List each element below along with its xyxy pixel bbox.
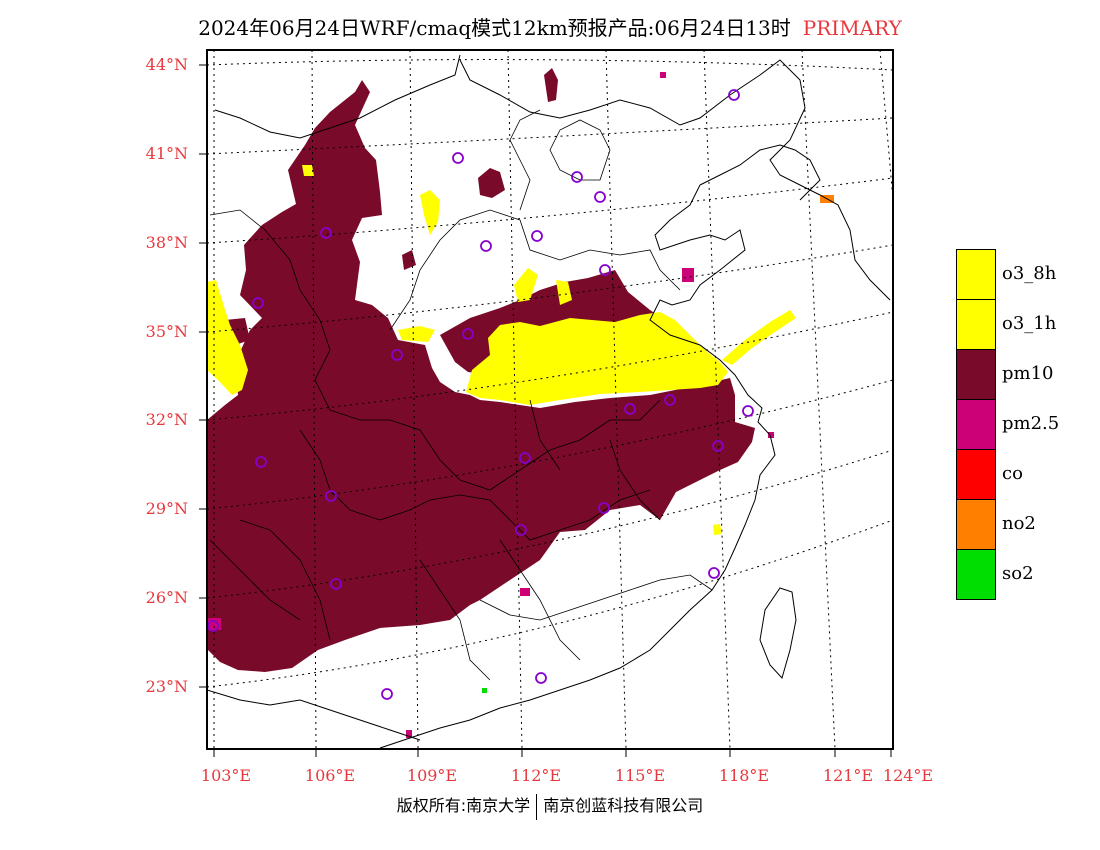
legend-swatch bbox=[956, 499, 996, 550]
station-marker bbox=[742, 405, 754, 417]
legend-label: pm10 bbox=[1002, 363, 1054, 384]
o3-coastal-streak bbox=[722, 310, 796, 365]
copyright-left: 版权所有:南京大学 bbox=[396, 796, 531, 815]
copyright: 版权所有:南京大学 南京创蓝科技有限公司 bbox=[340, 792, 760, 820]
station-marker bbox=[255, 456, 267, 468]
lon-label: 115°E bbox=[614, 766, 666, 785]
legend-label: pm2.5 bbox=[1002, 413, 1060, 434]
pm10-patch-west bbox=[225, 318, 250, 345]
station-marker bbox=[325, 490, 337, 502]
station-marker bbox=[320, 227, 332, 239]
legend-label: co bbox=[1002, 463, 1023, 484]
south-boundary bbox=[207, 689, 421, 741]
legend-swatch bbox=[956, 399, 996, 450]
lat-label: 26°N bbox=[145, 588, 188, 607]
copyright-separator bbox=[536, 793, 538, 820]
station-marker bbox=[381, 688, 393, 700]
lon-label: 124°E bbox=[882, 766, 934, 785]
station-marker bbox=[462, 328, 474, 340]
legend-swatch bbox=[956, 349, 996, 400]
map-title-text: 2024年06月24日WRF/cmaq模式12km预报产品:06月24日13时 bbox=[198, 16, 791, 40]
station-marker bbox=[330, 578, 342, 590]
legend-label: o3_8h bbox=[1002, 263, 1057, 284]
lat-label: 35°N bbox=[145, 322, 188, 341]
station-marker bbox=[252, 297, 264, 309]
station-marker bbox=[708, 567, 720, 579]
lat-label: 38°N bbox=[145, 233, 188, 252]
legend-swatch bbox=[956, 449, 996, 500]
map-frame bbox=[206, 49, 894, 750]
legend-swatch bbox=[956, 549, 996, 600]
lat-ticks bbox=[199, 64, 207, 688]
station-marker bbox=[571, 171, 583, 183]
pm10-patch-hebei bbox=[402, 250, 416, 270]
lon-label: 106°E bbox=[304, 766, 356, 785]
pm25-speck bbox=[660, 72, 666, 78]
lat-label: 32°N bbox=[145, 410, 188, 429]
province-lines bbox=[209, 109, 713, 681]
legend-swatch bbox=[956, 299, 996, 350]
ne-coast bbox=[379, 144, 821, 749]
o3-west-patch bbox=[207, 280, 248, 395]
o3-small-4 bbox=[302, 165, 314, 176]
pm10-patch-north bbox=[478, 168, 505, 198]
station-marker bbox=[452, 152, 464, 164]
lat-label: 41°N bbox=[145, 144, 188, 163]
legend-label: o3_1h bbox=[1002, 313, 1057, 334]
station-marker bbox=[480, 240, 492, 252]
lon-label: 109°E bbox=[406, 766, 458, 785]
station-marker bbox=[624, 403, 636, 415]
station-markers bbox=[207, 89, 754, 700]
station-marker bbox=[598, 502, 610, 514]
lon-label: 112°E bbox=[510, 766, 562, 785]
copyright-right: 南京创蓝科技有限公司 bbox=[543, 796, 704, 815]
station-marker bbox=[594, 191, 606, 203]
pm25-speck bbox=[406, 730, 412, 738]
o3-small-2 bbox=[514, 268, 538, 302]
station-marker bbox=[391, 349, 403, 361]
station-marker bbox=[519, 452, 531, 464]
o3-small-1 bbox=[398, 326, 435, 342]
station-marker bbox=[531, 230, 543, 242]
primary-tag: PRIMARY bbox=[802, 16, 902, 40]
lon-label: 121°E bbox=[822, 766, 874, 785]
map-content bbox=[207, 68, 834, 738]
legend-label: so2 bbox=[1002, 563, 1034, 584]
legend-swatch bbox=[956, 249, 996, 300]
station-marker bbox=[664, 394, 676, 406]
station-marker bbox=[599, 264, 611, 276]
lon-ticks bbox=[213, 749, 892, 757]
pm10-patch-top bbox=[544, 68, 558, 102]
map-title: 2024年06月24日WRF/cmaq模式12km预报产品:06月24日13时 P… bbox=[0, 12, 1100, 41]
lat-label: 29°N bbox=[145, 499, 188, 518]
o3-small-5 bbox=[713, 524, 722, 535]
taiwan-outline bbox=[759, 587, 797, 679]
station-marker bbox=[712, 440, 724, 452]
northern-border bbox=[214, 54, 891, 301]
o3-north-patch bbox=[420, 190, 440, 235]
graticule bbox=[207, 50, 893, 749]
legend-label: no2 bbox=[1002, 513, 1036, 534]
o3-central-band bbox=[466, 312, 728, 405]
station-marker bbox=[515, 524, 527, 536]
boundaries bbox=[207, 54, 891, 749]
pm25-speck bbox=[682, 268, 694, 282]
station-marker bbox=[535, 672, 547, 684]
o3-small-3 bbox=[556, 280, 572, 305]
lon-label: 118°E bbox=[718, 766, 770, 785]
station-marker bbox=[728, 89, 740, 101]
lon-label: 103°E bbox=[200, 766, 252, 785]
pm25-speck bbox=[768, 432, 774, 438]
lat-label: 44°N bbox=[145, 55, 188, 74]
pm25-speck bbox=[520, 588, 530, 596]
so2-speck bbox=[482, 688, 487, 693]
lat-label: 23°N bbox=[145, 677, 188, 696]
pm10-region bbox=[207, 80, 755, 672]
